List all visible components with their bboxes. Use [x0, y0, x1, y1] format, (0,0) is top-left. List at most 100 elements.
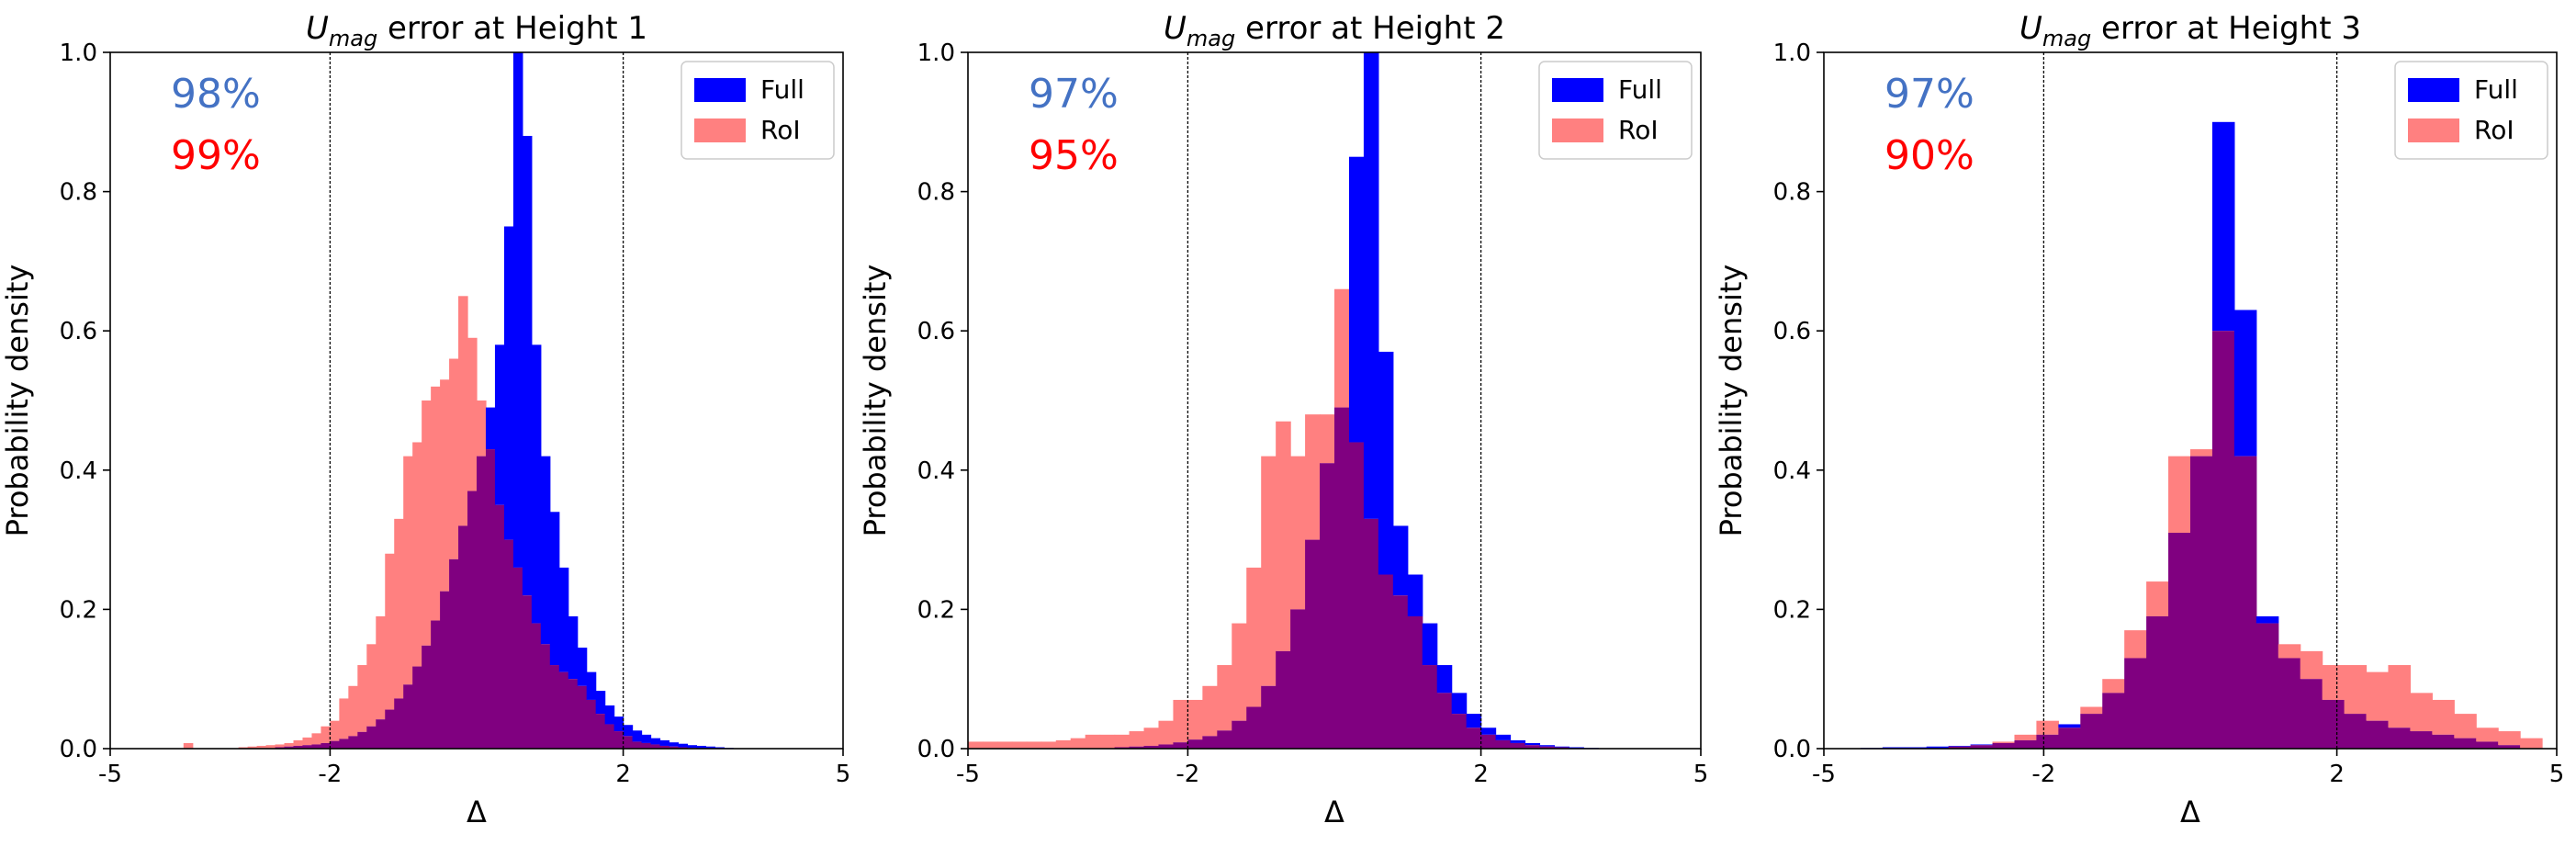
- legend-box: [1538, 61, 1693, 160]
- bar-full: [586, 671, 597, 700]
- bar-overlap: [2168, 533, 2191, 749]
- bar-overlap: [558, 671, 569, 749]
- bar-overlap: [540, 644, 551, 749]
- bar-roi: [422, 400, 432, 646]
- bar-overlap: [2058, 728, 2081, 749]
- bar-roi: [1276, 421, 1291, 651]
- legend-swatch-roi: [694, 118, 746, 142]
- bar-full: [577, 648, 588, 686]
- bar-roi: [1334, 288, 1350, 408]
- bar-roi: [357, 665, 367, 732]
- bar-roi: [1129, 731, 1145, 747]
- y-tick-label: 0.2: [60, 596, 97, 624]
- bar-overlap: [1305, 539, 1321, 749]
- bar-full: [669, 742, 680, 747]
- title-text: error at Height 2: [1235, 10, 1505, 47]
- x-tick-label: -2: [318, 761, 342, 788]
- x-tick-label: -5: [1812, 761, 1836, 788]
- title-text: error at Height 3: [2091, 10, 2361, 47]
- bar-overlap: [641, 742, 652, 749]
- bar-roi: [348, 685, 358, 737]
- bars-group: [1860, 121, 2543, 749]
- bar-overlap: [1392, 595, 1409, 749]
- bar-full: [595, 691, 606, 715]
- bar-full: [503, 226, 514, 540]
- axes-frame: [109, 51, 844, 750]
- x-axis-label: Δ: [1324, 795, 1344, 829]
- bar-full: [1970, 744, 1994, 746]
- bar-overlap: [2388, 728, 2411, 749]
- bar-roi: [385, 553, 395, 710]
- bar-roi: [284, 742, 295, 747]
- bar-roi: [2300, 650, 2323, 680]
- bar-overlap: [412, 666, 422, 749]
- bar-full: [1422, 623, 1438, 666]
- full-percentage: 98%: [171, 71, 261, 118]
- legend-box: [2394, 61, 2548, 160]
- bar-roi: [330, 720, 340, 741]
- legend-swatch-full: [694, 78, 746, 102]
- bar-overlap: [330, 740, 340, 749]
- roi-percentage: 95%: [1029, 132, 1119, 179]
- bar-full: [1392, 525, 1409, 596]
- y-tick-label: 1.0: [1773, 39, 1811, 67]
- bar-overlap: [321, 742, 331, 749]
- bar-roi: [1232, 623, 1247, 721]
- x-tick-label: 2: [615, 761, 631, 788]
- bar-roi: [2190, 449, 2213, 457]
- bar-full: [687, 745, 697, 749]
- bar-overlap: [1246, 706, 1262, 749]
- bar-overlap: [348, 736, 358, 749]
- bar-overlap: [311, 744, 322, 749]
- axes-frame: [1823, 51, 2558, 750]
- bar-overlap: [1290, 609, 1306, 749]
- bar-overlap: [586, 699, 597, 749]
- bar-roi: [2454, 714, 2477, 739]
- bar-full: [1926, 746, 1950, 749]
- bar-roi: [2124, 630, 2147, 659]
- x-tick-label: -2: [1176, 761, 1199, 788]
- bar-overlap: [2278, 658, 2301, 749]
- bar-full: [494, 344, 505, 505]
- bar-roi: [449, 358, 459, 559]
- bar-full: [1948, 745, 1972, 747]
- bar-overlap: [2124, 658, 2147, 749]
- legend-swatch-full: [2408, 78, 2459, 102]
- bar-overlap: [2211, 331, 2235, 749]
- chart-title: Umag error at Height 2: [1164, 10, 1505, 51]
- bar-full: [1524, 742, 1541, 746]
- bar-overlap: [357, 731, 367, 749]
- bar-overlap: [623, 736, 634, 749]
- bars-group: [183, 52, 734, 749]
- bar-roi: [1114, 734, 1131, 748]
- title-symbol: U: [306, 10, 329, 47]
- bar-full: [678, 743, 689, 748]
- title-symbol: U: [1164, 10, 1187, 47]
- bar-overlap: [1202, 736, 1218, 749]
- bar-overlap: [2080, 714, 2103, 749]
- bar-full: [1495, 734, 1512, 740]
- bar-roi: [2344, 665, 2368, 715]
- bar-overlap: [1948, 746, 1972, 749]
- bar-overlap: [1158, 744, 1175, 749]
- bar-roi: [1261, 456, 1277, 686]
- bar-full: [1554, 746, 1569, 748]
- bar-overlap: [422, 645, 432, 749]
- y-tick-label: 0.2: [917, 596, 955, 624]
- bar-full: [604, 705, 615, 725]
- bar-roi: [1041, 741, 1057, 749]
- bar-full: [1466, 714, 1482, 728]
- bar-overlap: [1217, 730, 1232, 749]
- legend-swatch-full: [1552, 78, 1603, 102]
- bar-roi: [302, 737, 313, 746]
- bar-overlap: [1173, 742, 1188, 749]
- y-tick-label: 0.0: [1773, 736, 1811, 763]
- bar-overlap: [1334, 407, 1350, 749]
- bar-roi: [1011, 741, 1028, 749]
- bar-roi: [2014, 734, 2038, 740]
- bar-full: [512, 52, 523, 568]
- bar-overlap: [2498, 745, 2521, 749]
- bar-overlap: [339, 739, 349, 749]
- bar-overlap: [1451, 714, 1468, 749]
